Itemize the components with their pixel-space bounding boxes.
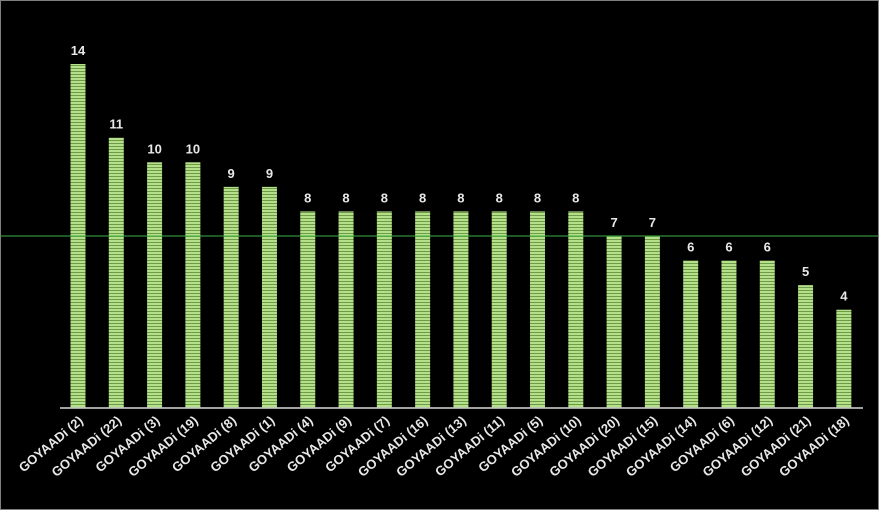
- bar: [568, 211, 584, 408]
- value-label: 8: [342, 190, 349, 205]
- value-label: 6: [725, 240, 732, 255]
- value-label: 10: [186, 141, 200, 156]
- bar: [376, 211, 392, 408]
- value-label: 5: [802, 264, 809, 279]
- bar: [644, 236, 660, 408]
- bar: [836, 309, 852, 408]
- value-label: 8: [419, 190, 426, 205]
- bar: [606, 236, 622, 408]
- value-label: 14: [71, 43, 86, 58]
- bar: [147, 162, 163, 408]
- bar: [721, 260, 737, 408]
- value-label: 8: [381, 190, 388, 205]
- value-label: 4: [840, 289, 848, 304]
- value-label: 8: [534, 190, 541, 205]
- value-label: 7: [610, 215, 617, 230]
- value-label: 8: [572, 190, 579, 205]
- value-label: 11: [109, 117, 123, 132]
- value-label: 9: [266, 166, 273, 181]
- bar: [798, 285, 814, 408]
- bar: [300, 211, 316, 408]
- value-label: 9: [228, 166, 235, 181]
- value-label: 8: [457, 190, 464, 205]
- value-label: 8: [304, 190, 311, 205]
- bar: [530, 211, 546, 408]
- value-label: 6: [687, 240, 694, 255]
- bar: [453, 211, 469, 408]
- bar: [185, 162, 201, 408]
- bar: [338, 211, 354, 408]
- bar: [683, 260, 699, 408]
- bar: [415, 211, 431, 408]
- bar: [108, 137, 124, 408]
- value-label: 8: [496, 190, 503, 205]
- value-label: 6: [764, 240, 771, 255]
- bar: [491, 211, 507, 408]
- bar: [261, 186, 277, 408]
- value-label: 7: [649, 215, 656, 230]
- bar: [759, 260, 775, 408]
- bar: [223, 186, 239, 408]
- value-label: 10: [147, 141, 161, 156]
